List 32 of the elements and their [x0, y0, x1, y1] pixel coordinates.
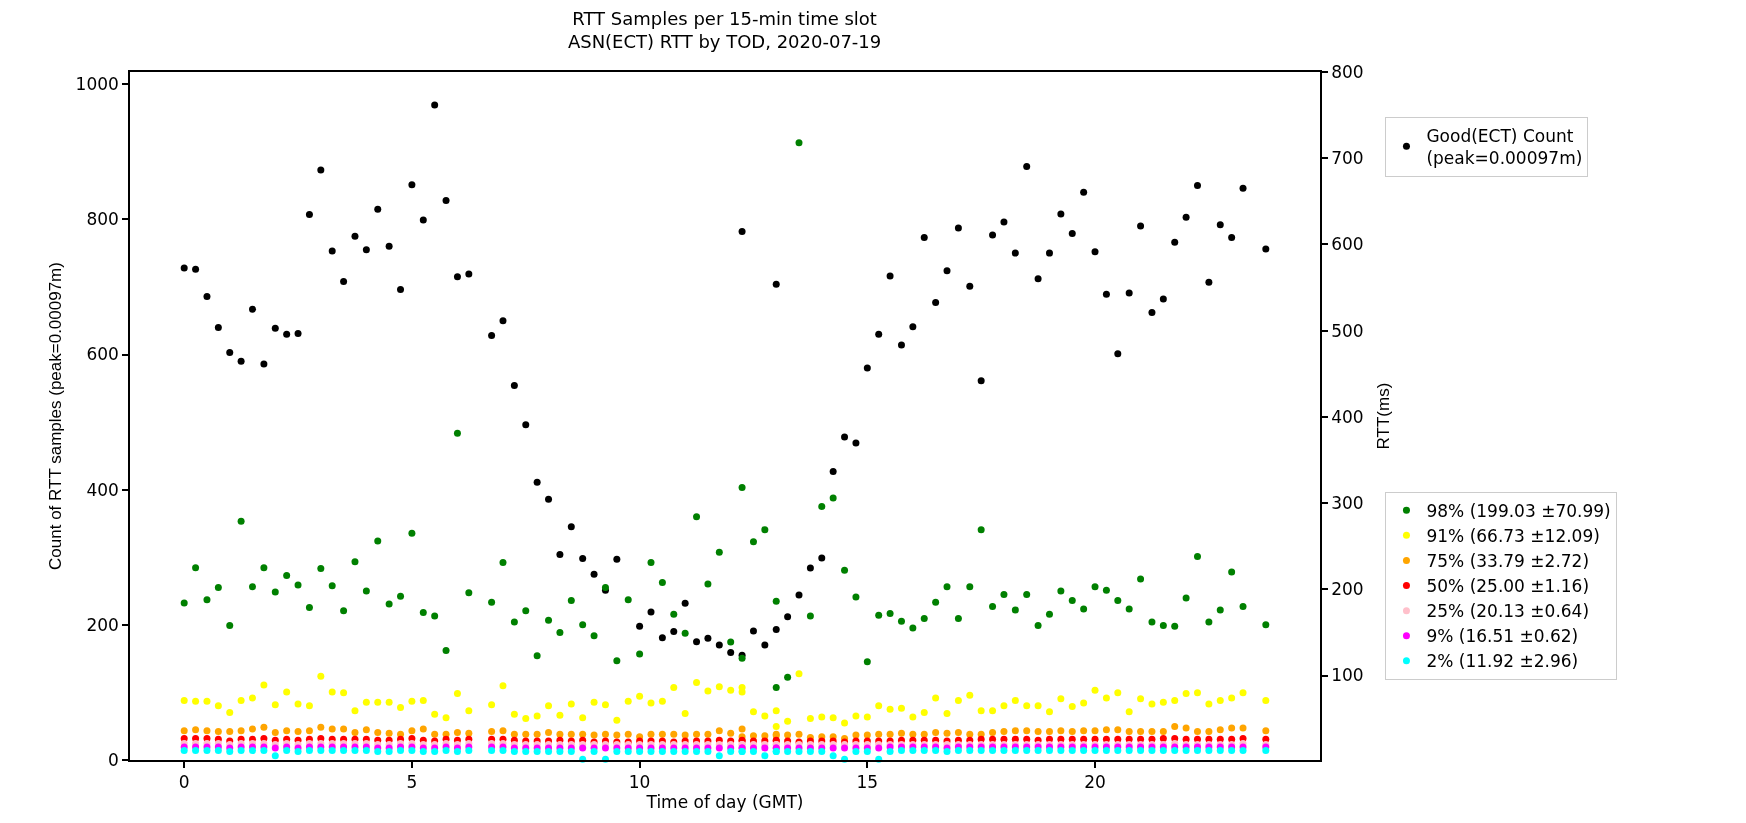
chart-subtitle: ASN(ECT) RTT by TOD, 2020-07-19 [567, 31, 882, 53]
y-tick-label: 400 [86, 479, 119, 500]
x-tick-label: 15 [856, 772, 879, 793]
x-tick-label: 0 [178, 772, 190, 793]
y2-tick-label: 200 [1331, 579, 1364, 600]
y-axis-title: Count of RTT samples (peak=0.00097m) [45, 262, 65, 570]
legend-label: 75% (33.79 ±2.72) [1426, 551, 1590, 572]
x-axis-title: Time of day (GMT) [645, 792, 804, 813]
y2-tick-label: 300 [1331, 493, 1364, 514]
legend-label: Good(ECT) Count (peak=0.00097m) [1426, 125, 1583, 168]
x-tick-label: 10 [628, 772, 651, 793]
y2-tick-label: 700 [1331, 148, 1364, 169]
y2-tick-label: 800 [1331, 61, 1364, 82]
x-tick-label: 5 [406, 772, 418, 793]
y-tick-label: 600 [86, 344, 119, 365]
chart-title: RTT Samples per 15-min time slot [572, 7, 877, 29]
legend-label: 9% (16.51 ±0.62) [1426, 626, 1579, 647]
y-tick-label: 1000 [75, 74, 119, 95]
y-tick-label: 800 [86, 209, 119, 230]
x-tick-label: 20 [1084, 772, 1106, 793]
legend-label: 91% (66.73 ±12.09) [1426, 525, 1600, 546]
legend-label: 98% (199.03 ±70.99) [1426, 500, 1611, 521]
y-tick-label: 0 [108, 749, 119, 770]
legend-label: 2% (11.92 ±2.96) [1426, 651, 1579, 672]
legend-label: 50% (25.00 ±1.16) [1426, 576, 1590, 597]
y-tick-label: 200 [86, 614, 119, 635]
y2-tick-label: 400 [1331, 406, 1364, 427]
y2-axis-title: RTT(ms) [1373, 382, 1393, 450]
y2-tick-label: 500 [1331, 320, 1364, 341]
legend-label: 25% (20.13 ±0.64) [1426, 601, 1590, 622]
y2-tick-label: 100 [1331, 665, 1364, 686]
y2-tick-label: 600 [1331, 234, 1364, 255]
